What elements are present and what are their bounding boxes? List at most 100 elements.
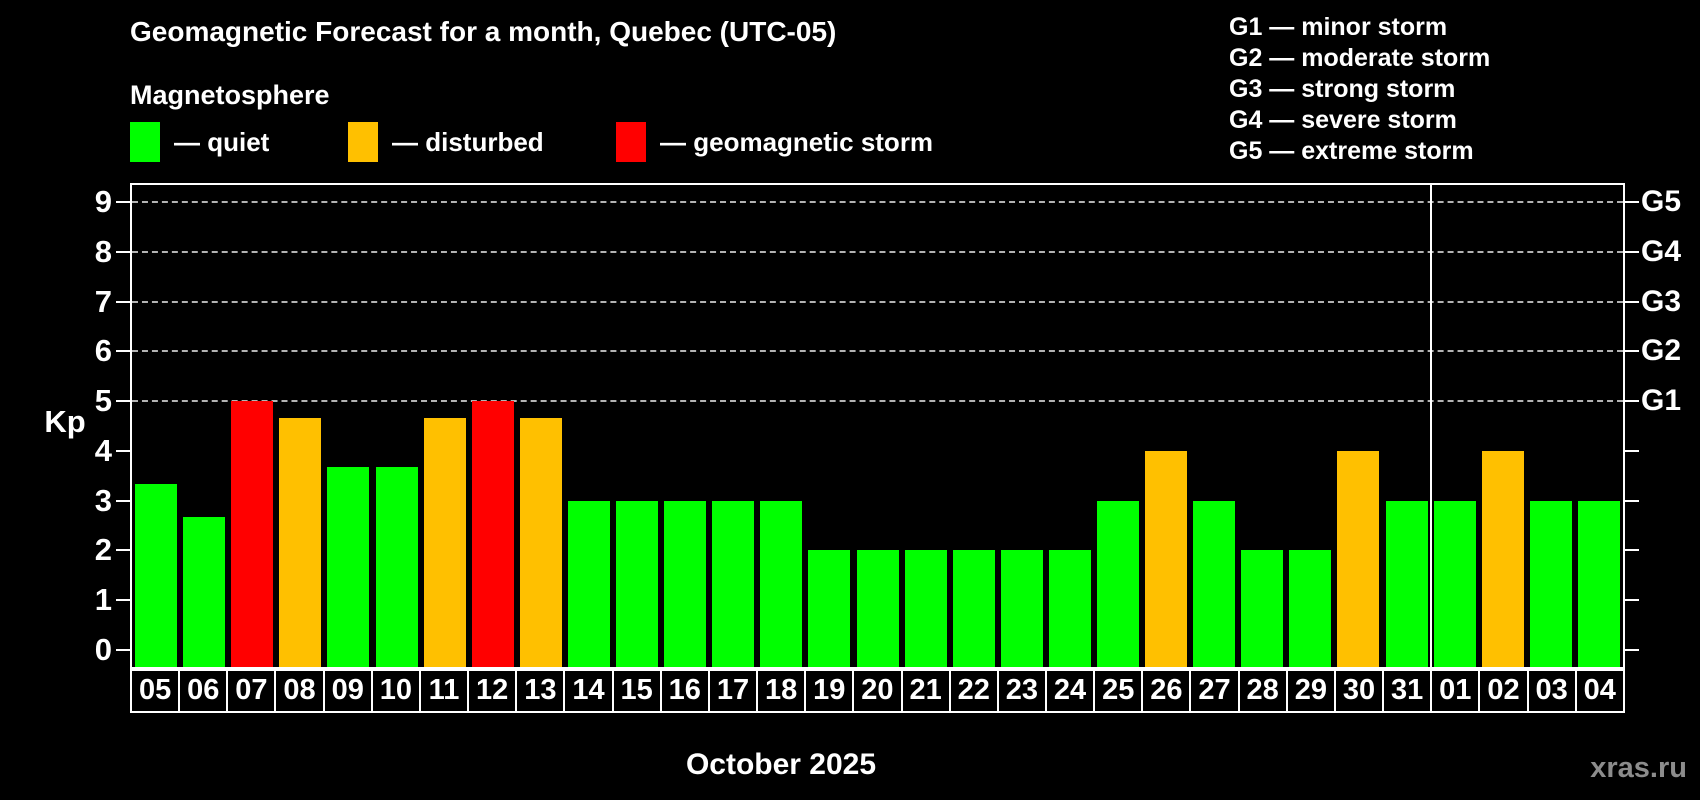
g-scale-legend: G1 — minor storm G2 — moderate storm G3 — …	[1229, 12, 1490, 167]
bar	[1000, 550, 1043, 667]
bar	[616, 500, 659, 667]
date-axis-row: 05 06 07 08 09 10 11 12 13 14 15 16 17 18 19 20 21 22 23 24…	[130, 669, 1625, 713]
bar	[1096, 500, 1139, 667]
y-tick	[116, 649, 130, 651]
date-cell: 05	[130, 669, 181, 713]
month-separator	[1429, 185, 1432, 667]
bar	[519, 417, 562, 667]
date-cell: 26	[1141, 669, 1192, 713]
y-tick-right	[1625, 300, 1639, 303]
date-cell: 13	[515, 669, 566, 713]
date-cell: 04	[1574, 669, 1625, 713]
bar	[231, 401, 274, 667]
date-cell: 01	[1430, 669, 1481, 713]
y-tick-right	[1625, 499, 1639, 502]
gridline-kp-9	[132, 200, 1623, 203]
g-axis-label: G5	[1641, 184, 1682, 218]
bar	[952, 550, 995, 667]
bar	[1481, 450, 1524, 667]
kp-axis-label: Kp	[44, 404, 86, 439]
y-tick-right	[1625, 549, 1639, 552]
y-tick-label: 3	[94, 482, 112, 518]
bar	[856, 550, 899, 667]
gridline-kp-6	[132, 350, 1623, 353]
y-tick-right	[1625, 649, 1639, 651]
y-tick	[116, 400, 130, 403]
watermark: xras.ru	[1590, 752, 1687, 784]
date-cell: 12	[467, 669, 518, 713]
y-tick-label: 0	[94, 632, 112, 667]
bar	[1337, 450, 1380, 667]
bar	[1577, 500, 1620, 667]
g-axis-label: G1	[1641, 384, 1682, 418]
bar	[327, 467, 370, 667]
y-tick-right	[1625, 400, 1639, 403]
y-tick	[116, 499, 130, 502]
date-cell: 29	[1285, 669, 1336, 713]
date-cell: 06	[178, 669, 229, 713]
bar	[1385, 500, 1428, 667]
y-tick-right	[1625, 599, 1639, 602]
chart-subtitle: Magnetosphere	[130, 80, 330, 110]
g-legend-line: G5 — extreme storm	[1229, 137, 1474, 165]
date-cell: 24	[1044, 669, 1096, 713]
g-axis-label: G2	[1641, 334, 1682, 368]
legend-item-storm: — geomagnetic storm	[616, 122, 933, 162]
g-legend-line: G3 — strong storm	[1229, 75, 1456, 103]
date-cell: 23	[996, 669, 1047, 713]
date-cell: 20	[852, 669, 903, 713]
bar	[183, 517, 226, 667]
g-legend-line: G2 — moderate storm	[1229, 44, 1491, 72]
bar	[375, 467, 418, 667]
date-cell: 27	[1189, 669, 1240, 713]
chart-title: Geomagnetic Forecast for a month, Quebec…	[130, 16, 837, 47]
legend-item-disturbed: — disturbed	[348, 122, 544, 162]
bar	[1433, 500, 1476, 667]
g-legend-line: G4 — severe storm	[1229, 106, 1457, 134]
date-cell: 17	[707, 669, 759, 713]
gridline-kp-5	[132, 400, 1623, 403]
bar	[664, 500, 707, 667]
y-tick	[116, 449, 130, 452]
plot-area: 0 1 2 3 4 5 6 7 8 9 G1 G2 G3 G4 G5	[95, 183, 1681, 669]
legend-item-quiet: — quiet	[130, 122, 269, 162]
y-tick	[116, 350, 130, 353]
gridline-kp-7	[132, 300, 1623, 303]
legend-swatch-storm-icon	[616, 122, 646, 162]
date-cell: 21	[900, 669, 951, 713]
date-cell: 11	[418, 669, 470, 713]
date-cell: 03	[1526, 669, 1577, 713]
y-tick-right	[1625, 449, 1639, 452]
date-cell: 14	[563, 669, 614, 713]
bar	[279, 417, 322, 667]
date-cell: 28	[1237, 669, 1288, 713]
legend-swatch-disturbed-icon	[348, 122, 378, 162]
bar	[1145, 450, 1188, 667]
y-tick-label: 7	[94, 283, 112, 319]
date-cell: 09	[322, 669, 373, 713]
date-cell: 31	[1382, 669, 1433, 713]
bar	[904, 550, 947, 667]
y-tick	[116, 300, 130, 303]
y-tick	[116, 549, 130, 552]
date-cell: 15	[611, 669, 662, 713]
bar	[1241, 550, 1284, 667]
legend-label: — quiet	[174, 127, 270, 157]
date-cell: 16	[659, 669, 710, 713]
y-tick-label: 8	[94, 233, 112, 269]
bar	[712, 500, 755, 667]
bar	[135, 484, 178, 667]
y-tick-label: 2	[94, 532, 112, 568]
bar	[1529, 500, 1572, 667]
y-tick	[116, 599, 130, 602]
y-tick-right	[1625, 350, 1639, 353]
y-tick	[116, 250, 130, 253]
bar	[1289, 550, 1332, 667]
magnetosphere-legend: — quiet — disturbed — geomagnetic storm	[130, 122, 1030, 162]
bar	[1193, 500, 1236, 667]
g-axis-label: G4	[1641, 234, 1682, 268]
date-cell: 22	[948, 669, 999, 713]
bar	[808, 550, 851, 667]
legend-label: — geomagnetic storm	[660, 127, 934, 157]
